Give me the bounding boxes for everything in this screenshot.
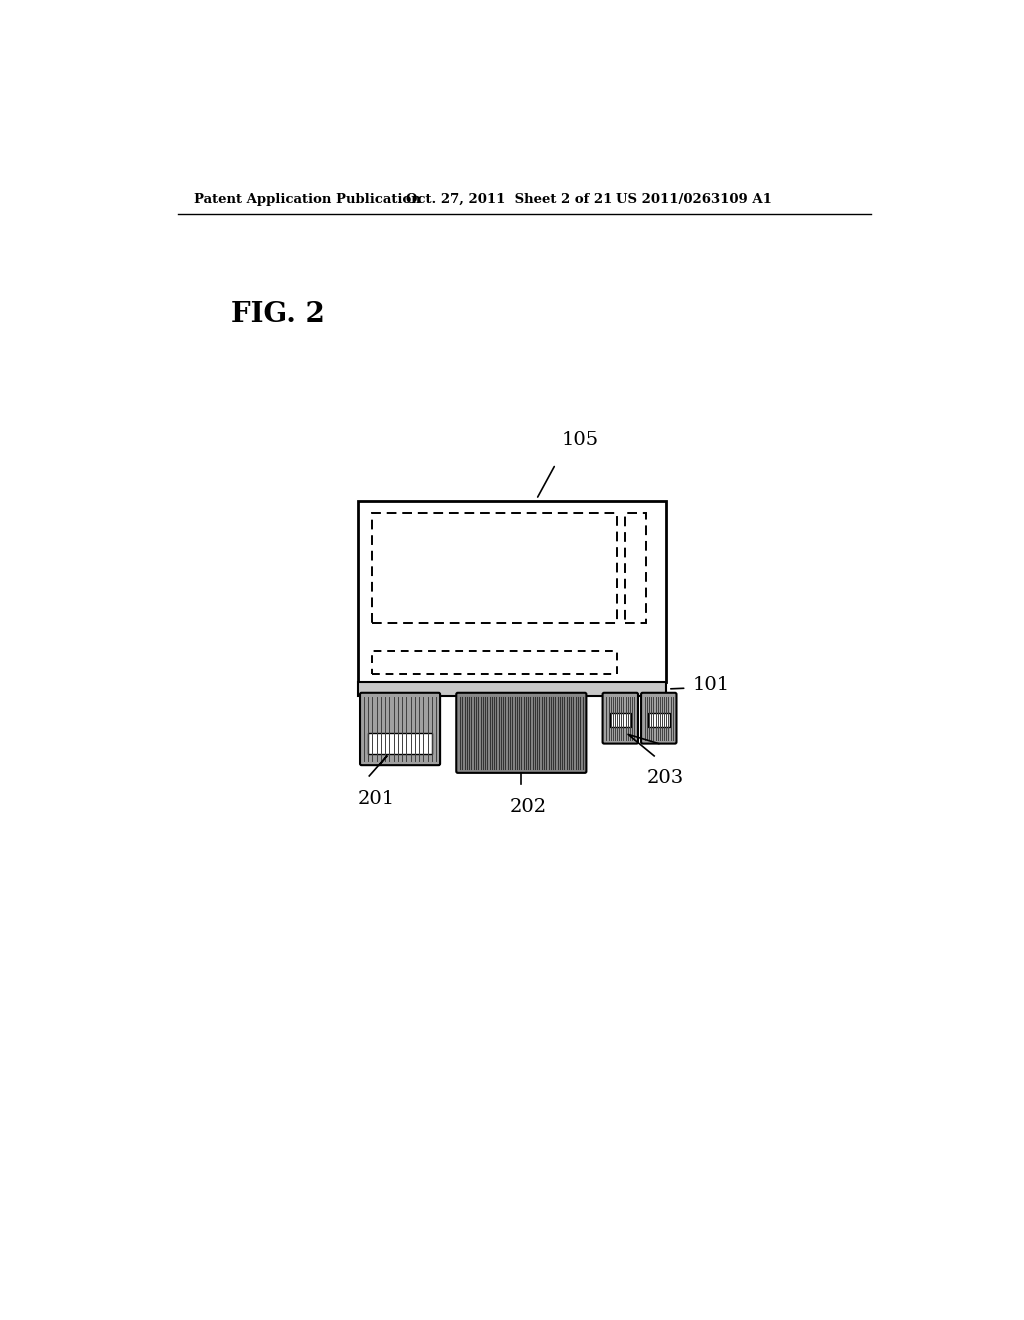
Text: US 2011/0263109 A1: US 2011/0263109 A1 [615, 193, 771, 206]
Text: 201: 201 [357, 791, 395, 808]
FancyBboxPatch shape [602, 693, 638, 743]
Text: Patent Application Publication: Patent Application Publication [194, 193, 421, 206]
Bar [357, 502, 666, 682]
Bar [648, 713, 670, 726]
Text: 101: 101 [692, 676, 730, 694]
FancyBboxPatch shape [360, 693, 440, 766]
Bar [625, 512, 646, 623]
Bar [357, 682, 666, 696]
Bar [609, 713, 631, 726]
Bar [372, 512, 617, 623]
Text: Oct. 27, 2011  Sheet 2 of 21: Oct. 27, 2011 Sheet 2 of 21 [407, 193, 612, 206]
Text: 203: 203 [646, 768, 684, 787]
FancyBboxPatch shape [457, 693, 587, 774]
Text: FIG. 2: FIG. 2 [230, 301, 325, 327]
FancyBboxPatch shape [641, 693, 677, 743]
Bar [368, 733, 432, 755]
Text: 202: 202 [509, 799, 547, 816]
Bar [372, 651, 617, 675]
Text: 105: 105 [562, 430, 599, 449]
